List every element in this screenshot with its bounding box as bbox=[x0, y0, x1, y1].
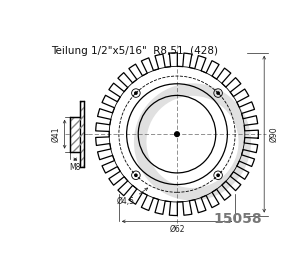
Circle shape bbox=[135, 92, 137, 94]
Circle shape bbox=[135, 174, 137, 176]
Bar bbox=[80, 101, 84, 167]
Text: Teilung 1/2"x5/16"  R8,51  (428): Teilung 1/2"x5/16" R8,51 (428) bbox=[51, 46, 218, 56]
Text: Ø4,5: Ø4,5 bbox=[117, 197, 135, 206]
Text: Ø90: Ø90 bbox=[269, 126, 278, 142]
Text: Ø41: Ø41 bbox=[52, 126, 61, 142]
Text: 15058: 15058 bbox=[214, 212, 262, 227]
Circle shape bbox=[175, 132, 179, 136]
Circle shape bbox=[217, 92, 219, 94]
Bar bbox=[80, 101, 84, 167]
Bar bbox=[70, 117, 80, 152]
Circle shape bbox=[217, 174, 219, 176]
Text: Ø62: Ø62 bbox=[169, 225, 185, 234]
Text: M8: M8 bbox=[70, 163, 81, 172]
Bar bbox=[70, 117, 80, 152]
